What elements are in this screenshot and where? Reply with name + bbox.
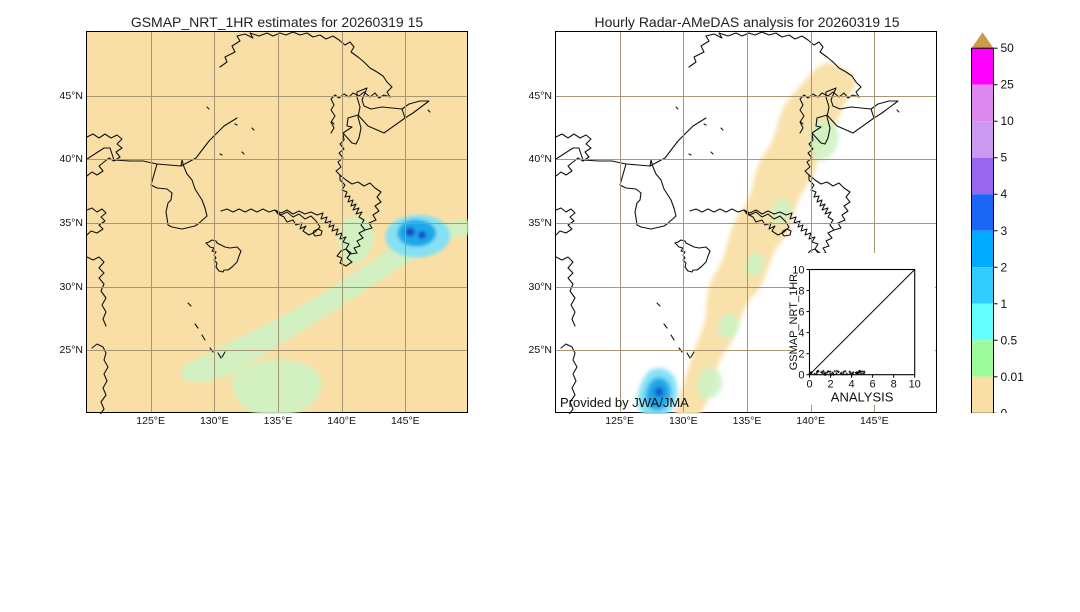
svg-text:0: 0: [1001, 406, 1008, 413]
svg-text:0.5: 0.5: [1001, 333, 1018, 347]
svg-text:25: 25: [1001, 78, 1015, 92]
svg-text:10: 10: [1001, 114, 1015, 128]
svg-text:0: 0: [798, 370, 804, 382]
svg-text:5: 5: [1001, 151, 1008, 165]
svg-text:50: 50: [1001, 41, 1015, 55]
svg-text:10: 10: [909, 379, 921, 391]
svg-text:ANALYSIS: ANALYSIS: [831, 390, 894, 405]
svg-text:GSMAP_NRT_1HR: GSMAP_NRT_1HR: [788, 274, 800, 370]
svg-text:3: 3: [1001, 224, 1008, 238]
svg-text:4: 4: [1001, 187, 1008, 201]
svg-text:1: 1: [1001, 297, 1008, 311]
svg-text:0: 0: [806, 379, 812, 391]
svg-text:0.01: 0.01: [1001, 370, 1025, 384]
svg-text:2: 2: [1001, 260, 1008, 274]
